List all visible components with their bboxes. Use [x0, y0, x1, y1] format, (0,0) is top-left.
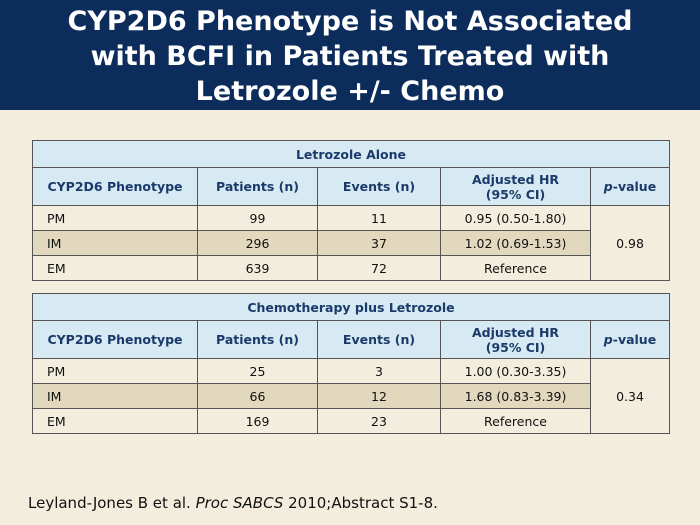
col-phenotype: CYP2D6 Phenotype: [32, 167, 198, 206]
col-events: Events (n): [317, 320, 441, 359]
slide-title: CYP2D6 Phenotype is Not Associated with …: [0, 0, 700, 110]
table-caption: Letrozole Alone: [32, 140, 670, 168]
hr-line2: (95% CI): [485, 339, 546, 355]
col-pvalue: p-value: [590, 167, 670, 206]
cell-events: 12: [317, 383, 441, 409]
title-line: CYP2D6 Phenotype is Not Associated: [67, 6, 633, 37]
cell-pvalue: 0.34: [590, 358, 670, 434]
table-row: IM 296 37 1.02 (0.69-1.53): [32, 230, 670, 256]
col-pvalue: p-value: [590, 320, 670, 359]
cell-events: 3: [317, 358, 441, 384]
cell-pvalue: 0.98: [590, 205, 670, 281]
col-events: Events (n): [317, 167, 441, 206]
col-phenotype: CYP2D6 Phenotype: [32, 320, 198, 359]
cell-hr: Reference: [440, 408, 591, 434]
title-line: with BCFI in Patients Treated with: [90, 41, 610, 72]
hr-line1: Adjusted HR: [471, 324, 560, 340]
col-hr: Adjusted HR (95% CI): [440, 320, 591, 359]
citation-rest: 2010;Abstract S1-8.: [283, 494, 438, 512]
p-italic: p: [603, 332, 613, 347]
table-row: IM 66 12 1.68 (0.83-3.39): [32, 383, 670, 409]
hr-line2: (95% CI): [485, 186, 546, 202]
table-row: PM 25 3 1.00 (0.30-3.35) 0.34: [32, 358, 670, 434]
cell-events: 72: [317, 255, 441, 281]
table-caption: Chemotherapy plus Letrozole: [32, 293, 670, 321]
cell-patients: 639: [197, 255, 318, 281]
cell-phenotype: IM: [32, 230, 198, 256]
cell-hr: 0.95 (0.50-1.80): [440, 205, 591, 231]
cell-patients: 99: [197, 205, 318, 231]
p-rest: -value: [612, 179, 657, 194]
col-patients: Patients (n): [197, 167, 318, 206]
cell-phenotype: PM: [32, 205, 198, 231]
citation: Leyland-Jones B et al. Proc SABCS 2010;A…: [28, 494, 438, 512]
cell-phenotype: EM: [32, 408, 198, 434]
cell-patients: 169: [197, 408, 318, 434]
cell-hr: 1.02 (0.69-1.53): [440, 230, 591, 256]
cell-events: 37: [317, 230, 441, 256]
cell-patients: 66: [197, 383, 318, 409]
table-row: EM 639 72 Reference: [32, 255, 670, 281]
cell-hr: Reference: [440, 255, 591, 281]
p-italic: p: [603, 179, 613, 194]
col-hr: Adjusted HR (95% CI): [440, 167, 591, 206]
chemo-letrozole-table: Chemotherapy plus Letrozole CYP2D6 Pheno…: [32, 293, 670, 434]
cell-events: 23: [317, 408, 441, 434]
table-row: PM 99 11 0.95 (0.50-1.80) 0.98: [32, 205, 670, 281]
cell-hr: 1.00 (0.30-3.35): [440, 358, 591, 384]
title-line: Letrozole +/- Chemo: [195, 76, 505, 107]
letrozole-alone-table: Letrozole Alone CYP2D6 Phenotype Patient…: [32, 140, 670, 281]
hr-line1: Adjusted HR: [471, 171, 560, 187]
col-patients: Patients (n): [197, 320, 318, 359]
cell-events: 11: [317, 205, 441, 231]
cell-patients: 296: [197, 230, 318, 256]
citation-journal: Proc SABCS: [195, 494, 284, 512]
p-rest: -value: [612, 332, 657, 347]
cell-phenotype: EM: [32, 255, 198, 281]
cell-phenotype: IM: [32, 383, 198, 409]
citation-authors: Leyland-Jones B et al.: [28, 494, 196, 512]
table-row: EM 169 23 Reference: [32, 408, 670, 434]
cell-phenotype: PM: [32, 358, 198, 384]
cell-hr: 1.68 (0.83-3.39): [440, 383, 591, 409]
cell-patients: 25: [197, 358, 318, 384]
